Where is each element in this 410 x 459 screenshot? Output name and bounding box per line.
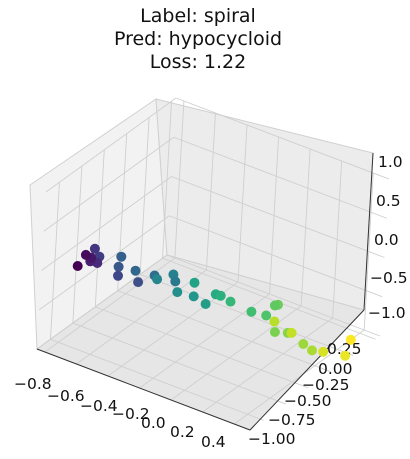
z-tick-label: 0.5: [376, 192, 401, 210]
x-tick-label: 0.0: [141, 414, 166, 432]
scatter-point: [113, 270, 123, 281]
z-tick-label: −1.0: [368, 304, 406, 322]
title-line-3: Loss: 1.22: [150, 51, 246, 73]
grid-line: [50, 338, 264, 421]
grid-line: [41, 176, 172, 271]
grid-line: [72, 322, 287, 405]
y-tick-label: −0.25: [302, 376, 350, 394]
grid-lines: [36, 97, 390, 425]
grid-line: [332, 160, 343, 319]
y-tick-label: −1.00: [248, 430, 296, 448]
grid-line: [169, 215, 383, 298]
x-axis-line: [36, 348, 251, 431]
scatter-point: [345, 334, 356, 345]
grid-line: [174, 100, 185, 259]
grid-line: [170, 305, 302, 401]
axes-3d: [29, 97, 390, 431]
grid-line: [233, 329, 365, 425]
scatter-point: [189, 277, 200, 288]
grid-line: [269, 136, 280, 295]
grid-line: [139, 117, 150, 275]
scatter-point: [130, 265, 141, 276]
scatter-point: [269, 316, 280, 327]
y-axis-line: [249, 309, 365, 431]
y-tick-label: −0.75: [268, 411, 316, 429]
grid-line: [95, 306, 309, 389]
scatter-point: [261, 310, 272, 321]
title-line-1: Label: spiral: [140, 5, 256, 27]
grid-line: [76, 269, 207, 365]
y-tick-label: 0.00: [318, 360, 353, 378]
z-tick-label: 0.0: [374, 231, 399, 249]
scatter-point: [269, 300, 280, 311]
grid-line: [45, 97, 177, 193]
scatter-point: [89, 243, 100, 254]
grid-line: [49, 182, 60, 340]
scatter-point: [215, 290, 226, 301]
grid-line: [43, 136, 175, 232]
grid-line: [162, 257, 376, 340]
x-tick-label: −0.4: [80, 397, 118, 415]
y-tick-label: −0.50: [284, 392, 332, 410]
x-tick-label: −0.6: [47, 387, 85, 405]
scatter-point: [133, 277, 144, 288]
scatter-point: [200, 299, 211, 309]
chart-title: Label: spiral Pred: hypocycloid Loss: 1.…: [114, 5, 282, 73]
scatter-point: [172, 287, 183, 298]
x-tick-label: −0.8: [14, 375, 52, 393]
scatter-point: [340, 350, 351, 361]
grid-line: [171, 176, 385, 258]
grid-line: [162, 101, 172, 259]
scatter-point: [152, 274, 163, 285]
scatter-point: [318, 346, 329, 357]
grid-line: [175, 97, 390, 180]
scatter-point: [269, 327, 280, 337]
grid-line: [117, 290, 331, 373]
scatter-point: [246, 306, 257, 317]
scatter-points: [72, 243, 356, 361]
scatter-point: [225, 296, 236, 307]
tick-labels: −0.8 −0.6 −0.4 −0.2 0.0 0.2 0.4 0.25 0.0…: [14, 153, 408, 451]
scatter-point: [116, 251, 127, 262]
x-tick-label: 0.4: [201, 433, 226, 451]
grid-line: [300, 148, 311, 307]
z-tick-label: 1.0: [378, 153, 403, 171]
scatter-point: [170, 276, 181, 287]
x-tick-label: 0.2: [170, 423, 195, 441]
scatter-point: [298, 339, 309, 349]
grid-line: [173, 136, 387, 219]
scatter-point: [188, 291, 199, 302]
grid-line: [202, 317, 333, 413]
grid-line: [38, 215, 170, 311]
grid-line: [72, 166, 83, 324]
scatter-point: [80, 249, 91, 260]
grid-line: [363, 172, 374, 331]
grid-line: [94, 149, 105, 307]
scatter-point: [307, 345, 317, 356]
scatter-point: [286, 327, 297, 338]
y-tick-label: 0.25: [327, 340, 362, 358]
z-tick-label: −0.5: [370, 269, 408, 287]
scatter-point: [72, 261, 83, 271]
grid-line: [237, 124, 248, 283]
grid-line: [205, 112, 216, 271]
grid-line: [36, 254, 168, 350]
x-tick-label: −0.2: [112, 405, 150, 423]
scatter-point: [113, 261, 124, 272]
title-line-2: Pred: hypocycloid: [114, 28, 282, 50]
z-axis-line: [363, 152, 374, 311]
grid-line: [166, 254, 381, 337]
